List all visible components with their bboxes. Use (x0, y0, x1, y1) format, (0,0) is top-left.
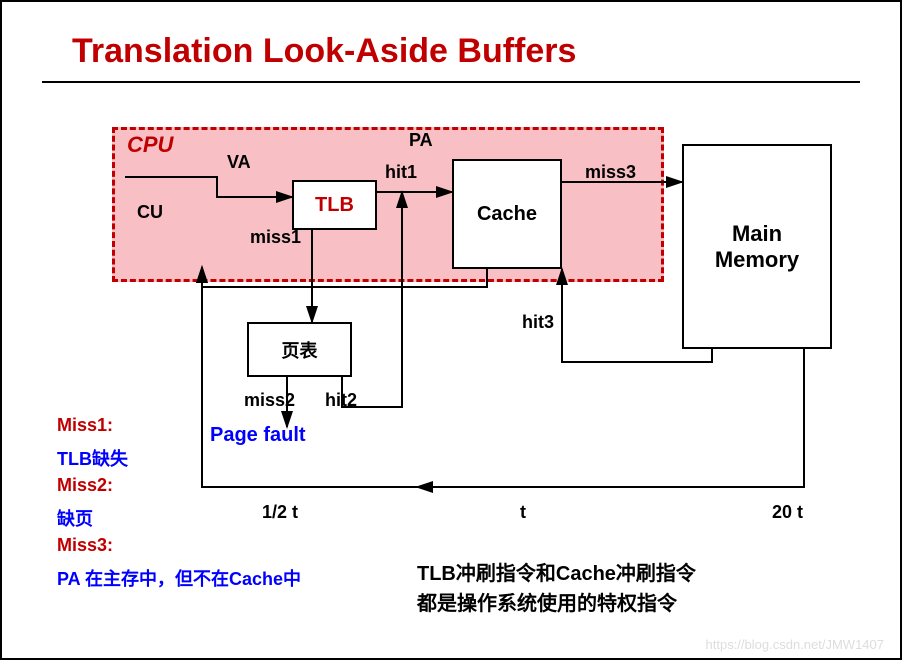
diagram-canvas: CPU TLB Cache Main Memory 页表 CU VA PA hi… (2, 2, 902, 662)
time-half-t: 1/2 t (262, 502, 298, 523)
note-miss3: Miss3: (57, 535, 113, 556)
label-va: VA (227, 152, 251, 173)
label-miss3: miss3 (585, 162, 636, 183)
label-page-fault: Page fault (210, 424, 306, 447)
note-pa-main: PA 在主存中，但不在Cache中 (57, 565, 301, 591)
main-memory-label2: Memory (715, 247, 799, 273)
watermark: https://blog.csdn.net/JMW1407 (706, 637, 884, 652)
cache-box: Cache (452, 159, 562, 269)
note-right-1: TLB冲刷指令和Cache冲刷指令 (417, 557, 696, 586)
arrow-feedback-left (202, 267, 417, 487)
main-memory-box: Main Memory (682, 144, 832, 349)
arrow-long-feedback (417, 349, 804, 487)
cpu-label: CPU (127, 132, 173, 158)
label-hit2: hit2 (325, 390, 357, 411)
label-miss2: miss2 (244, 390, 295, 411)
label-hit1: hit1 (385, 162, 417, 183)
note-miss1: Miss1: (57, 415, 113, 436)
time-20t: 20 t (772, 502, 803, 523)
time-t: t (520, 502, 526, 523)
note-right-2: 都是操作系统使用的特权指令 (417, 587, 677, 616)
label-cu: CU (137, 202, 163, 223)
note-tlb-miss: TLB缺失 (57, 445, 128, 471)
note-miss2: Miss2: (57, 475, 113, 496)
cpu-region (112, 127, 664, 282)
page-table-box: 页表 (247, 322, 352, 377)
note-page-miss: 缺页 (57, 505, 93, 531)
label-miss1: miss1 (250, 227, 301, 248)
label-pa: PA (409, 130, 433, 151)
tlb-box: TLB (292, 180, 377, 230)
main-memory-label1: Main (732, 221, 782, 247)
label-hit3: hit3 (522, 312, 554, 333)
